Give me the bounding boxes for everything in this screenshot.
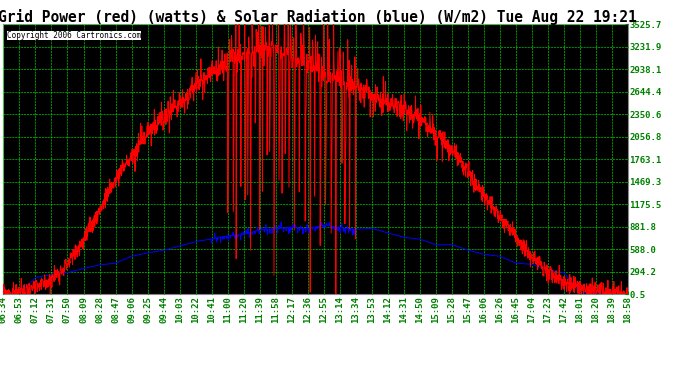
Text: Copyright 2006 Cartronics.com: Copyright 2006 Cartronics.com bbox=[7, 31, 141, 40]
Text: Grid Power (red) (watts) & Solar Radiation (blue) (W/m2) Tue Aug 22 19:21: Grid Power (red) (watts) & Solar Radiati… bbox=[0, 9, 637, 26]
